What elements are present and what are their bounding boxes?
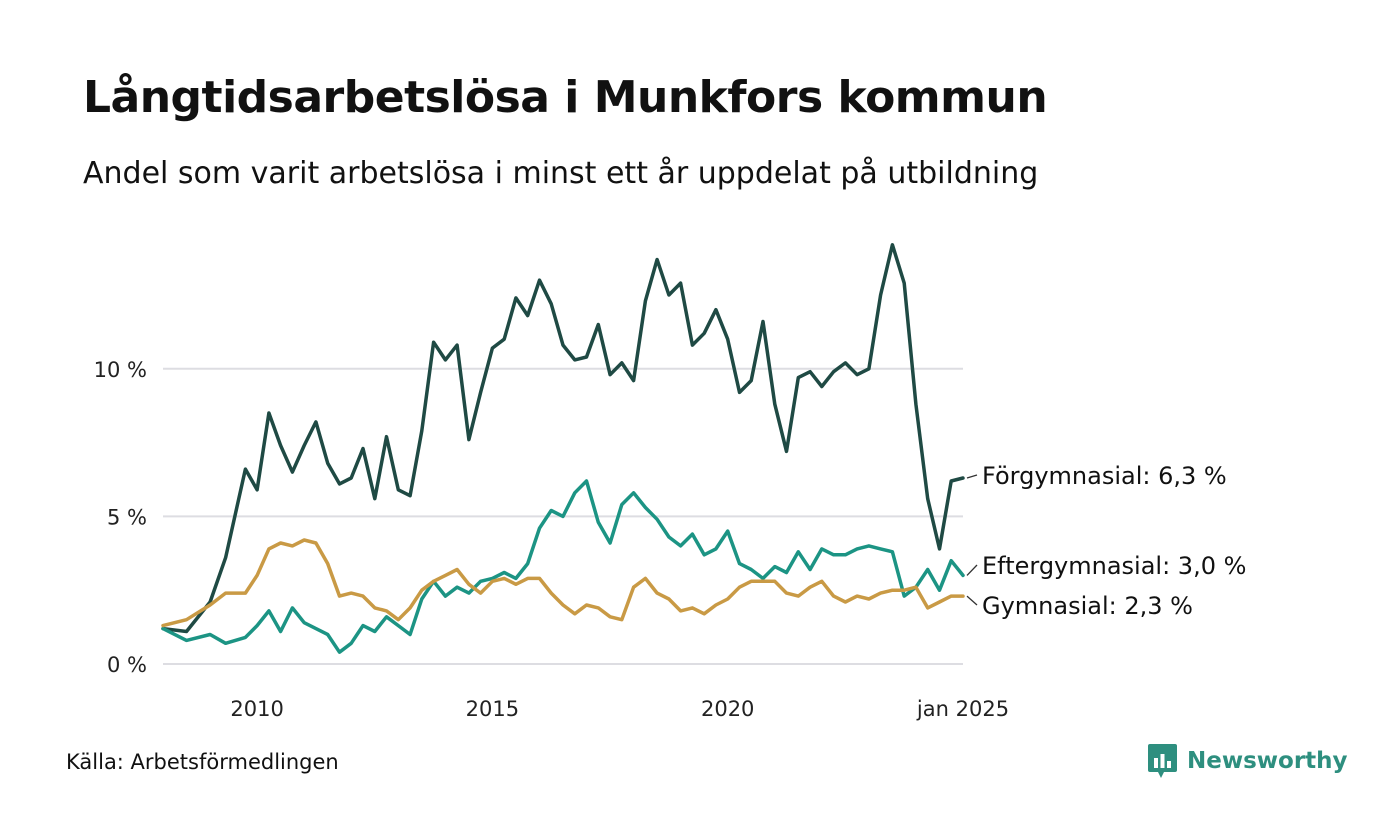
series-label-eftergymnasial: Eftergymnasial: 3,0 % [982, 552, 1246, 580]
series-line-forgymnasial [161, 243, 965, 634]
x-tick-label: 2015 [466, 697, 519, 721]
x-tick-label: jan 2025 [916, 697, 1009, 721]
label-leader-forgymnasial [966, 474, 978, 479]
newsworthy-logo-icon [1148, 744, 1177, 778]
series-line-gymnasial [161, 538, 965, 628]
x-axis-ticks: 2010 2015 2020 jan 2025 [230, 697, 1009, 721]
source-note: Källa: Arbetsförmedlingen [66, 750, 339, 774]
y-axis-ticks: 0 % 5 % 10 % [94, 358, 147, 677]
chart-title: Långtidsarbetslösa i Munkfors kommun [83, 72, 1048, 123]
y-tick-label: 0 % [107, 653, 147, 677]
chart-subtitle: Andel som varit arbetslösa i minst ett å… [83, 156, 1039, 191]
series-lines [161, 243, 965, 654]
x-tick-label: 2020 [701, 697, 754, 721]
brand-name: Newsworthy [1187, 748, 1348, 774]
series-line-eftergymnasial [161, 479, 965, 654]
series-label-gymnasial: Gymnasial: 2,3 % [982, 592, 1193, 620]
x-tick-label: 2010 [230, 697, 283, 721]
y-tick-label: 10 % [94, 358, 147, 382]
series-end-labels: Förgymnasial: 6,3 % Eftergymnasial: 3,0 %… [966, 462, 1246, 620]
brand-logo[interactable]: Newsworthy [1148, 744, 1348, 778]
series-label-forgymnasial: Förgymnasial: 6,3 % [982, 462, 1227, 490]
label-leader-gymnasial [966, 595, 978, 606]
label-leader-eftergymnasial [966, 564, 978, 576]
y-tick-label: 5 % [107, 505, 147, 529]
